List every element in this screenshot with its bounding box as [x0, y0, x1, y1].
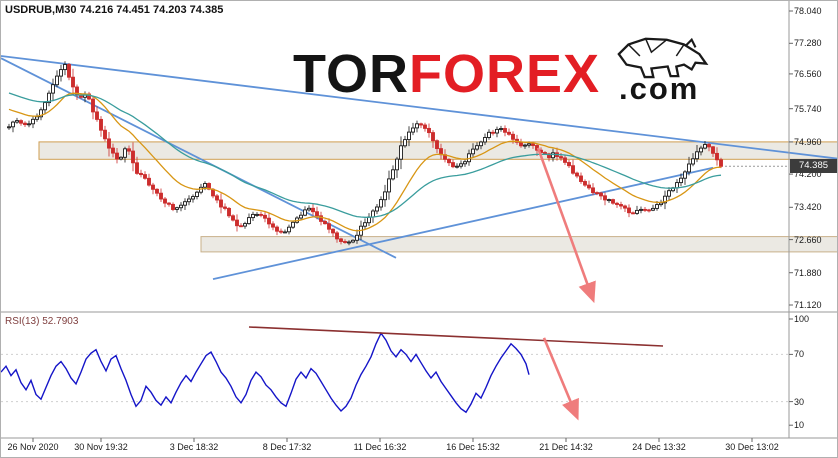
price-tick-label: 74.960 [794, 137, 822, 147]
rsi-label: RSI(13) [5, 316, 40, 327]
rsi-tick-label: 30 [794, 397, 805, 407]
rsi-trendline [248, 326, 664, 347]
logo-com: .com [619, 71, 700, 106]
time-tick-label: 30 Nov 19:32 [74, 442, 128, 452]
forecast-arrow-rsi [542, 337, 579, 421]
trendline-descending-shallow [1, 55, 837, 160]
rsi-value: 52.7903 [42, 316, 79, 327]
ma-fast-line [8, 92, 722, 232]
price-tick-label: 74.200 [794, 169, 822, 179]
price-tick-label: 72.660 [794, 235, 822, 245]
price-tick-label: 75.740 [794, 104, 822, 114]
time-tick-label: 21 Dec 14:32 [539, 442, 593, 452]
rsi-tick-label: 100 [794, 314, 810, 324]
forecast-arrow-price [536, 147, 596, 304]
time-tick-label: 8 Dec 17:32 [262, 442, 312, 452]
rsi-tick-label: 70 [794, 349, 805, 359]
zone-resistance [38, 141, 837, 160]
price-tick-label: 77.280 [794, 38, 822, 48]
logo-wordmark: TORFOREX [293, 47, 600, 101]
time-tick-label: 3 Dec 18:32 [169, 442, 219, 452]
rsi-tick-label: 10 [794, 420, 805, 430]
logo-forex: FOREX [409, 44, 601, 104]
price-tick-label: 76.560 [794, 69, 822, 79]
price-tick-label: 71.880 [794, 268, 822, 278]
price-tick-label: 71.120 [794, 300, 822, 310]
ma-slow-line [8, 92, 722, 218]
logo-tor: TOR [293, 44, 410, 104]
zone-support [200, 236, 837, 253]
bear-icon [617, 37, 709, 79]
price-tick-label: 78.040 [794, 6, 822, 16]
symbol-ohlc-header: USDRUB,M30 74.216 74.451 74.203 74.385 [5, 4, 224, 16]
time-tick-label: 11 Dec 16:32 [353, 442, 407, 452]
time-tick-label: 24 Dec 13:32 [632, 442, 686, 452]
trendline-ascending-support [212, 166, 714, 280]
time-tick-label: 16 Dec 15:32 [446, 442, 500, 452]
time-tick-label: 30 Dec 13:02 [725, 442, 779, 452]
rsi-line [1, 331, 530, 414]
rsi-caption: RSI(13) 52.7903 [5, 316, 78, 327]
price-tick-label: 73.420 [794, 202, 822, 212]
current-price-badge: 74.385 [790, 159, 837, 173]
time-tick-label: 26 Nov 2020 [7, 442, 59, 452]
